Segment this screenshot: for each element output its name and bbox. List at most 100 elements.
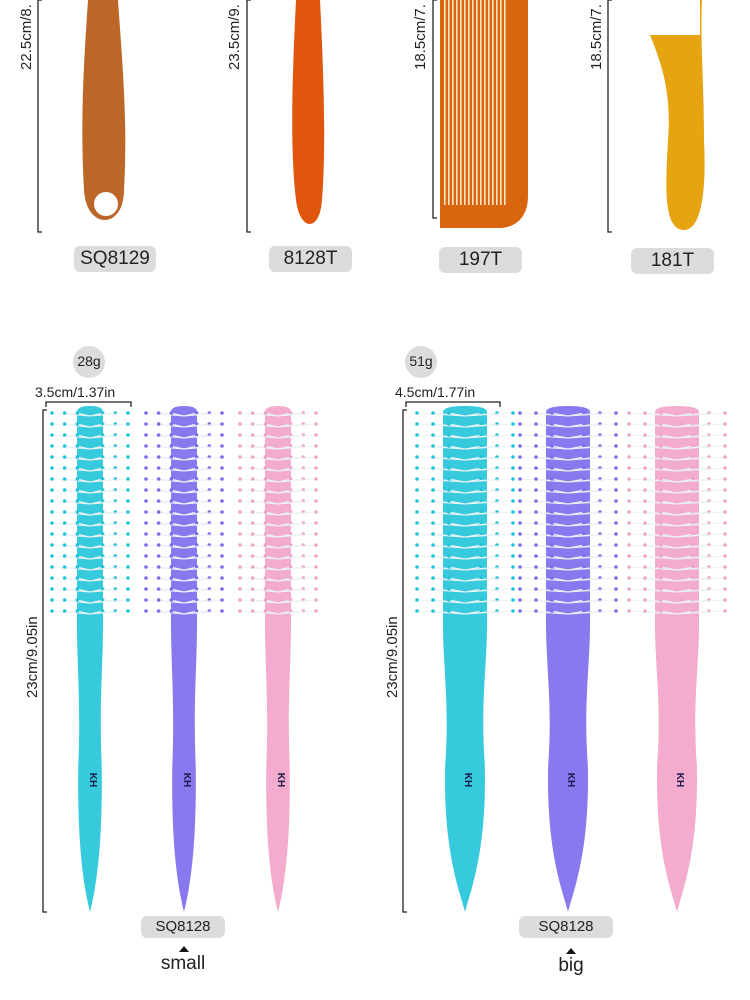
bristle-tip: [314, 477, 318, 481]
bristle-tip: [627, 499, 631, 503]
bristle-tip: [263, 587, 268, 591]
bristle: [277, 445, 317, 450]
bristle: [277, 588, 317, 593]
bristle-tip: [62, 422, 67, 426]
bristle-tip: [314, 554, 318, 558]
bristle: [464, 467, 514, 472]
bristle-tip: [75, 576, 80, 580]
bristle-tip: [169, 488, 174, 492]
bristle-tip: [582, 422, 586, 426]
bristle-tip: [50, 576, 54, 580]
bristle-tip: [582, 466, 586, 470]
bristle-tip: [627, 521, 631, 525]
bristle-tip: [156, 576, 161, 580]
bristle: [551, 544, 569, 549]
arrow-up-icon: [179, 946, 189, 952]
bristle: [567, 599, 617, 604]
bristle-tip: [723, 510, 727, 514]
bristle-tip: [50, 444, 54, 448]
bristle-tip: [169, 433, 174, 437]
comb-tooth-gap: [618, 16, 696, 18]
bristle: [77, 423, 91, 428]
bristle: [567, 434, 617, 439]
bristle-tip: [614, 488, 618, 492]
bristle-tip: [534, 466, 538, 470]
bristle: [676, 599, 726, 604]
bristle-tip: [659, 455, 663, 459]
bristle-tip: [723, 422, 727, 426]
comb-tooth-gap: [488, 0, 490, 205]
bristle-tip: [550, 477, 554, 481]
bristle: [448, 511, 466, 516]
bristle-tip: [627, 543, 631, 547]
bristle-tip: [169, 477, 174, 481]
bristle-tip: [156, 587, 161, 591]
bristle: [183, 500, 223, 505]
bristle-tip: [447, 422, 451, 426]
bristle-tip: [415, 521, 419, 525]
bristle-tip: [220, 499, 224, 503]
bristle-tip: [415, 554, 419, 558]
bristle-tip: [723, 499, 727, 503]
length-label-181t: 18.5cm/7.: [588, 4, 605, 70]
bristle-tip: [144, 543, 148, 547]
bristle-tip: [431, 532, 435, 536]
bristle: [277, 555, 317, 560]
bristle-tip: [263, 433, 268, 437]
bristle: [448, 434, 466, 439]
bristle-tip: [479, 455, 483, 459]
bristle-tip: [534, 444, 538, 448]
bristle-tip: [169, 411, 174, 415]
bristle: [567, 577, 617, 582]
bristle-tip: [518, 543, 522, 547]
bristle-tip: [169, 444, 174, 448]
bristle: [567, 522, 617, 527]
bristle-tip: [263, 466, 268, 470]
comb-tooth-gap: [456, 0, 458, 205]
bristle-tip: [238, 444, 242, 448]
bristle: [265, 599, 279, 604]
bristle-tip: [582, 576, 586, 580]
bristle-tip: [479, 466, 483, 470]
bristle: [77, 599, 91, 604]
bristle-tip: [220, 543, 224, 547]
bristle-tip: [62, 554, 67, 558]
bristle-tip: [156, 609, 161, 613]
bristle-tip: [723, 576, 727, 580]
bristle-tip: [534, 411, 538, 415]
bristle-tip: [169, 521, 174, 525]
comb-tooth-gap: [464, 0, 466, 205]
bristle-tip: [238, 587, 242, 591]
bristle: [448, 555, 466, 560]
brand-logo: KH: [674, 773, 685, 787]
bristle-tip: [479, 488, 483, 492]
bristle: [171, 500, 185, 505]
bristle-tip: [627, 433, 631, 437]
bristle-tip: [447, 576, 451, 580]
bristle-tip: [263, 576, 268, 580]
bristle-tip: [518, 554, 522, 558]
bristle-tip: [431, 455, 435, 459]
bristle-tip: [144, 565, 148, 569]
brush-body: [655, 406, 699, 912]
bristle-tip: [75, 609, 80, 613]
bristle-tip: [415, 444, 419, 448]
bristle-tip: [614, 565, 618, 569]
bristle: [464, 500, 514, 505]
bristle-tip: [144, 576, 148, 580]
bristle: [464, 599, 514, 604]
bristle-tip: [723, 532, 727, 536]
bristle-tip: [431, 422, 435, 426]
bristle-tip: [511, 488, 515, 492]
bristle: [551, 467, 569, 472]
bristle-tip: [238, 532, 242, 536]
bristle: [77, 467, 91, 472]
bristle-tip: [50, 411, 54, 415]
bristle: [464, 478, 514, 483]
bristle: [551, 566, 569, 571]
bristle: [277, 500, 317, 505]
bristle-tip: [431, 521, 435, 525]
bristle-tip: [62, 587, 67, 591]
bristle-tip: [723, 455, 727, 459]
bristle: [277, 599, 317, 604]
